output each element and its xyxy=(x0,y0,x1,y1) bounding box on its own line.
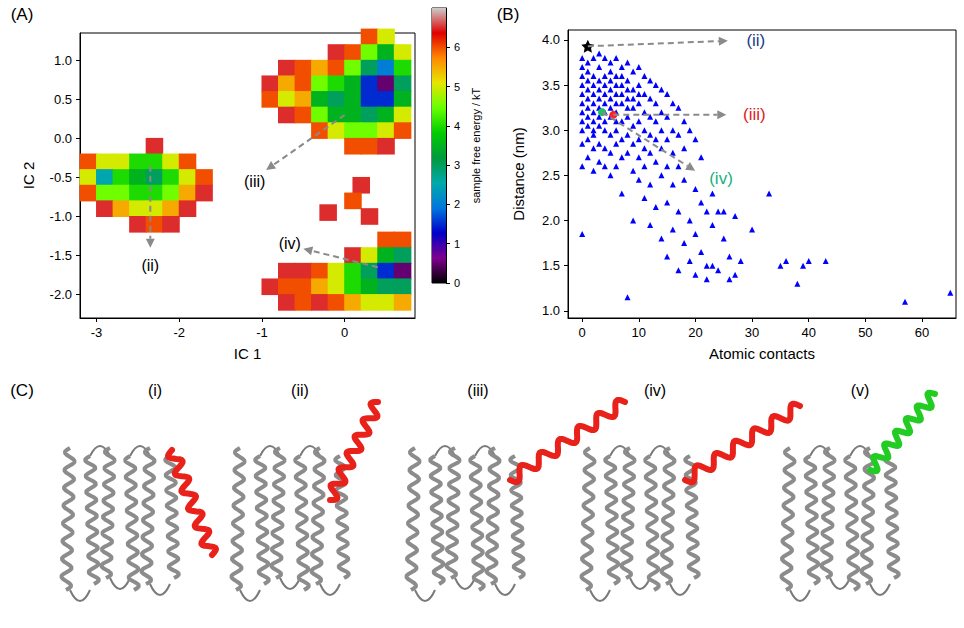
svg-text:(iii): (iii) xyxy=(244,173,265,190)
svg-text:4: 4 xyxy=(454,120,460,132)
svg-text:20: 20 xyxy=(688,325,702,340)
svg-text:(A): (A) xyxy=(11,5,34,24)
svg-text:0.0: 0.0 xyxy=(54,131,72,146)
svg-text:(iv): (iv) xyxy=(279,235,301,252)
svg-text:(iii): (iii) xyxy=(467,382,488,399)
svg-text:1: 1 xyxy=(454,238,460,250)
svg-text:1.0: 1.0 xyxy=(542,303,560,318)
svg-text:(iv): (iv) xyxy=(644,382,666,399)
svg-text:4.0: 4.0 xyxy=(542,32,560,47)
svg-text:-1: -1 xyxy=(256,325,268,340)
svg-text:-0.5: -0.5 xyxy=(50,170,72,185)
svg-text:(ii): (ii) xyxy=(141,257,159,274)
svg-text:50: 50 xyxy=(858,325,872,340)
svg-text:0: 0 xyxy=(579,325,586,340)
svg-text:-2: -2 xyxy=(173,325,185,340)
svg-text:(ii): (ii) xyxy=(291,382,309,399)
svg-text:(iii): (iii) xyxy=(743,105,766,124)
svg-text:(i): (i) xyxy=(148,382,162,399)
svg-text:IC 1: IC 1 xyxy=(234,345,262,362)
svg-text:1.5: 1.5 xyxy=(542,258,560,273)
svg-text:(ii): (ii) xyxy=(746,31,765,50)
svg-text:-1.5: -1.5 xyxy=(50,248,72,263)
svg-text:6: 6 xyxy=(454,41,460,53)
svg-text:-3: -3 xyxy=(91,325,103,340)
svg-text:5: 5 xyxy=(454,81,460,93)
svg-text:0.5: 0.5 xyxy=(54,92,72,107)
svg-text:30: 30 xyxy=(745,325,759,340)
svg-text:(v): (v) xyxy=(851,382,870,399)
svg-text:Distance (nm): Distance (nm) xyxy=(510,127,527,220)
svg-text:2.0: 2.0 xyxy=(542,213,560,228)
svg-text:10: 10 xyxy=(632,325,646,340)
svg-text:IC 2: IC 2 xyxy=(20,162,37,190)
svg-text:40: 40 xyxy=(801,325,815,340)
svg-text:3: 3 xyxy=(454,159,460,171)
svg-text:3.0: 3.0 xyxy=(542,123,560,138)
svg-text:sample free energy / kT: sample free energy / kT xyxy=(470,87,482,203)
svg-text:2.5: 2.5 xyxy=(542,168,560,183)
svg-text:(B): (B) xyxy=(497,5,520,24)
svg-text:3.5: 3.5 xyxy=(542,78,560,93)
svg-text:Atomic contacts: Atomic contacts xyxy=(709,345,815,362)
svg-text:0: 0 xyxy=(454,277,460,289)
svg-text:(C): (C) xyxy=(10,381,34,400)
svg-text:-1.0: -1.0 xyxy=(50,209,72,224)
svg-text:2: 2 xyxy=(454,198,460,210)
svg-text:60: 60 xyxy=(915,325,929,340)
svg-text:0: 0 xyxy=(341,325,348,340)
svg-text:(iv): (iv) xyxy=(709,169,733,188)
svg-text:-2.0: -2.0 xyxy=(50,287,72,302)
svg-text:1.0: 1.0 xyxy=(54,53,72,68)
